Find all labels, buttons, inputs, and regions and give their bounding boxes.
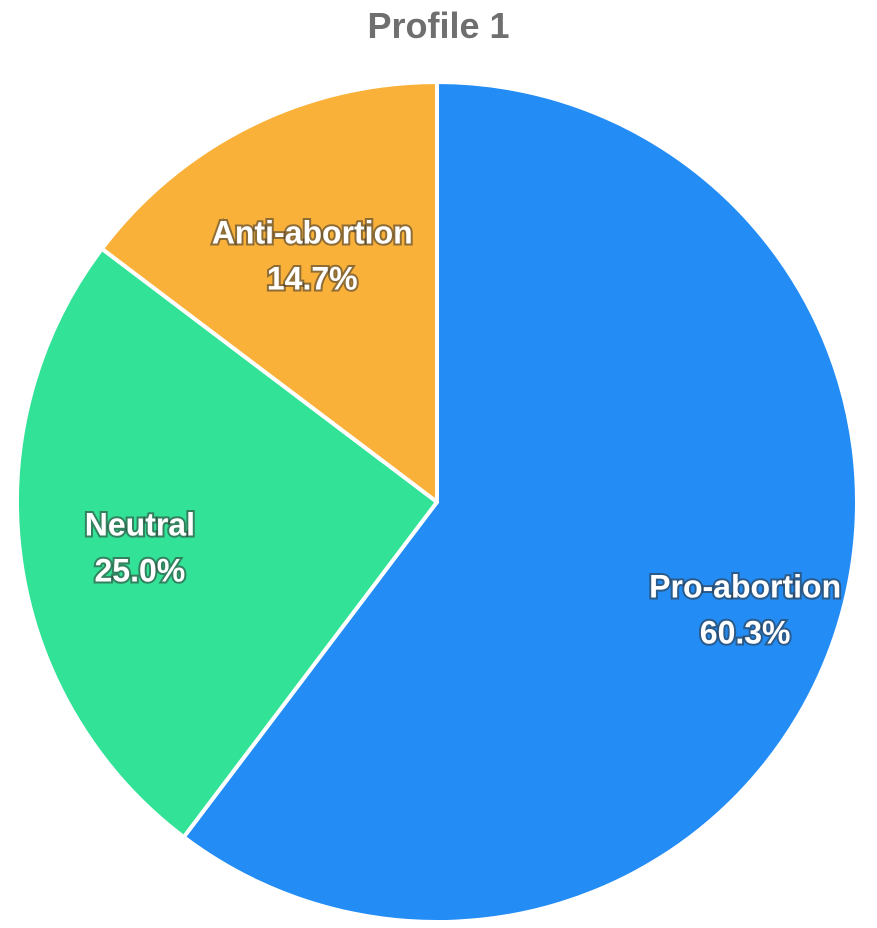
pie-slice-neutral[interactable] <box>15 246 439 840</box>
chart-title: Profile 1 <box>367 5 510 46</box>
pie-slice-pro-abortion[interactable] <box>181 80 859 924</box>
slice-label: Pro-abortion <box>649 568 841 604</box>
slice-value-label: 14.7% <box>267 260 358 296</box>
pie-slices <box>15 80 859 924</box>
slice-label: Neutral <box>85 506 195 542</box>
pie-slice-anti-abortion[interactable] <box>99 80 439 504</box>
pie-labels: Pro-abortion 60.3% Neutral 25.0% Anti-aborti… <box>83 212 843 652</box>
slice-value-label: 25.0% <box>94 552 185 588</box>
slice-label: Anti-abortion <box>212 214 413 250</box>
slice-value-label: 60.3% <box>700 614 791 650</box>
